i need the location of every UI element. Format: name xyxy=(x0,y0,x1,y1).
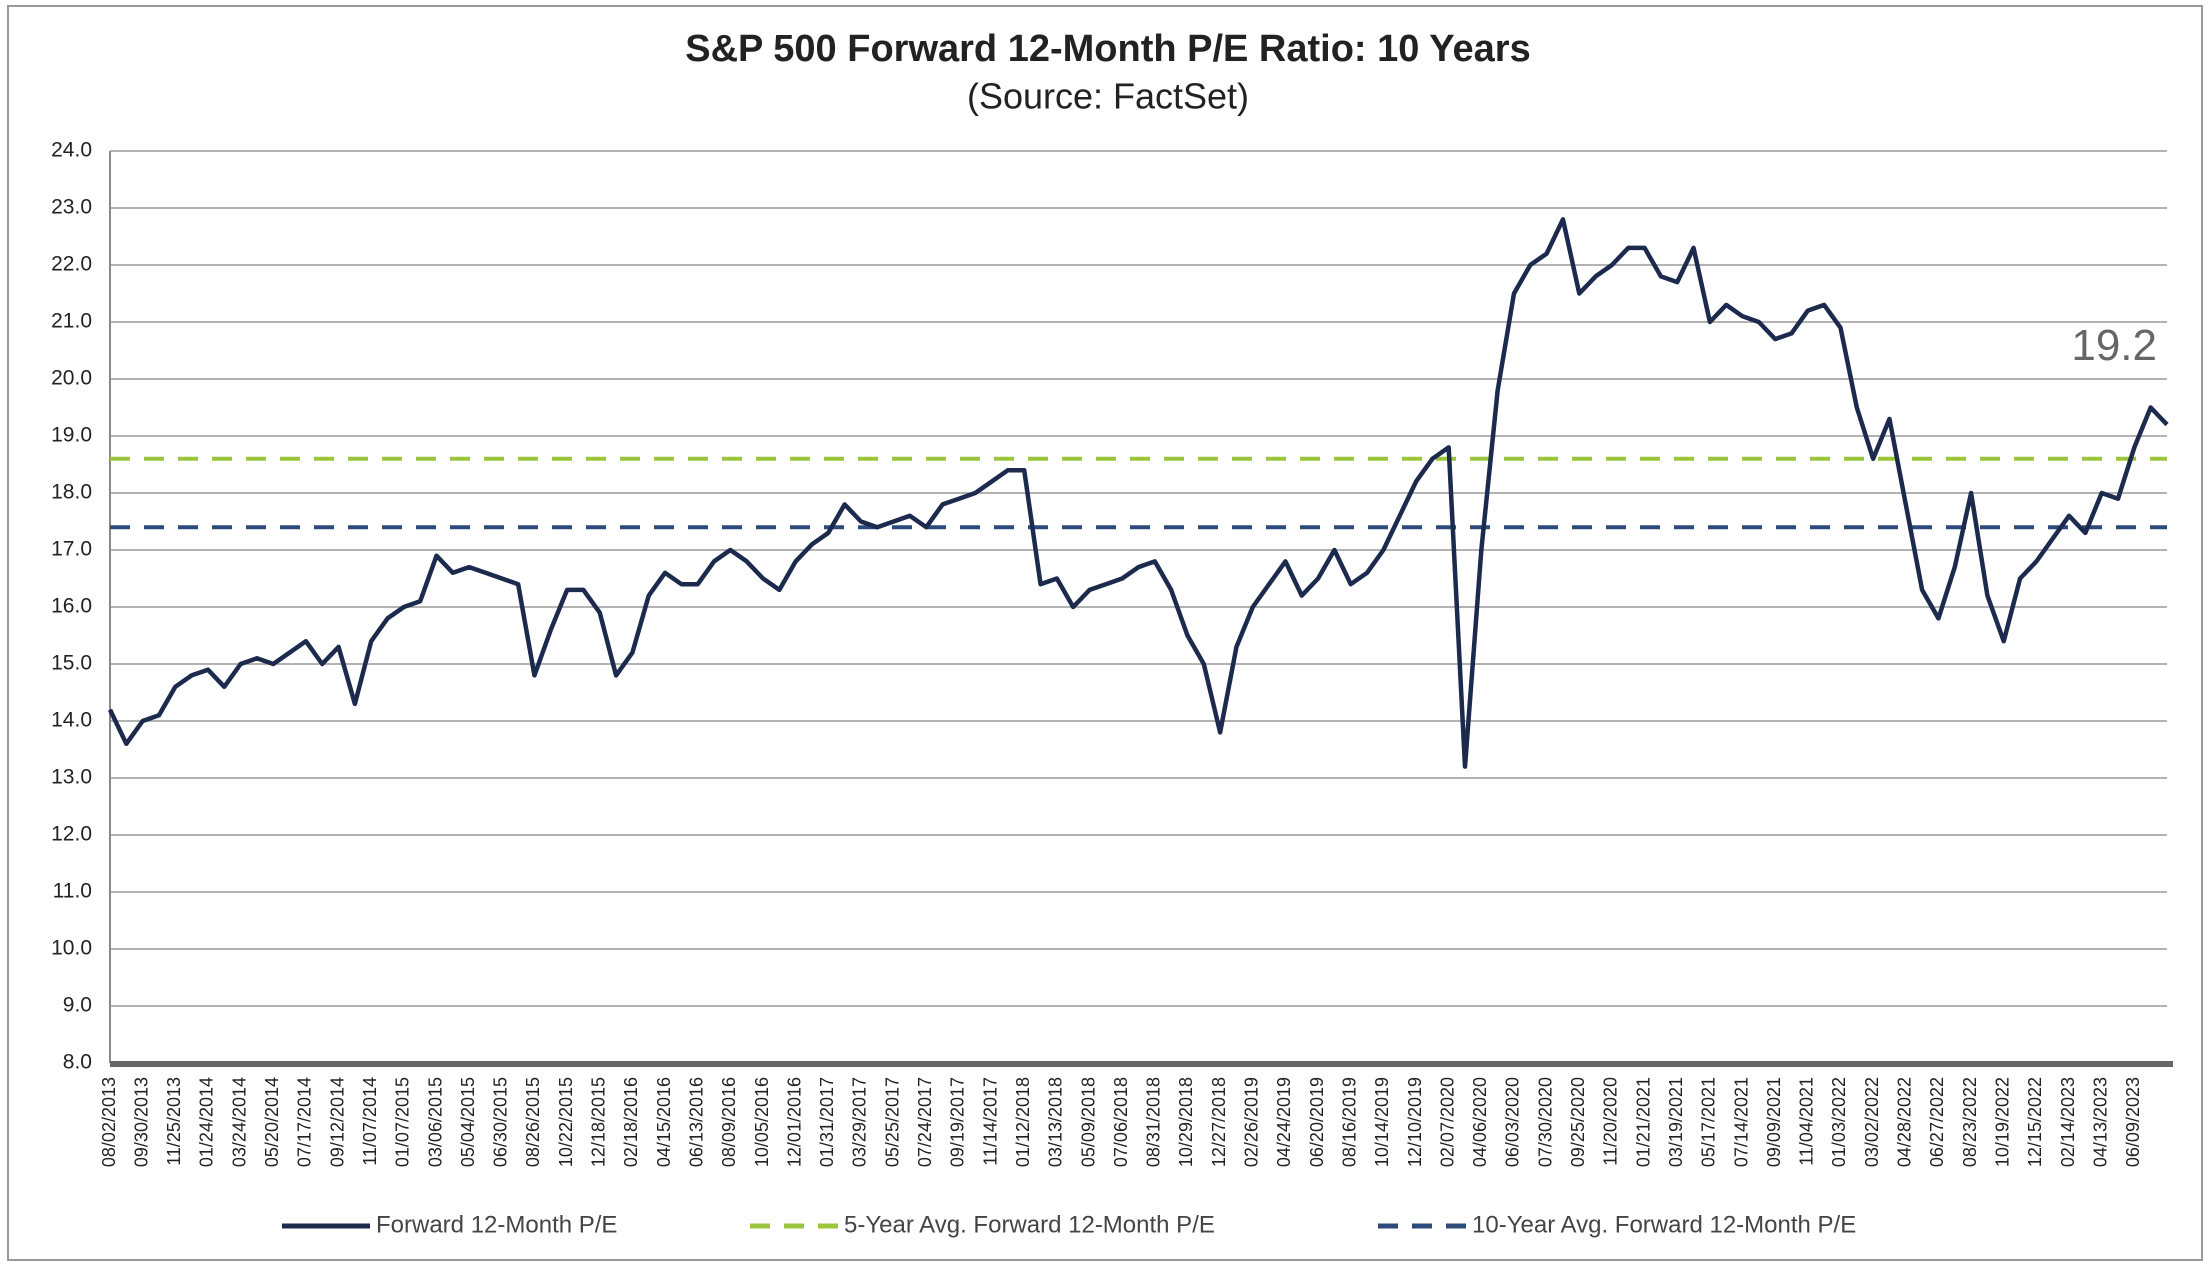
y-tick-label: 22.0 xyxy=(51,253,92,276)
y-tick-label: 19.0 xyxy=(51,424,92,447)
x-tick-label: 07/14/2021 xyxy=(1731,1077,1751,1167)
y-tick-label: 10.0 xyxy=(51,937,92,960)
x-tick-label: 01/24/2014 xyxy=(197,1077,217,1167)
x-tick-label: 06/20/2019 xyxy=(1307,1077,1327,1167)
x-tick-label: 04/28/2022 xyxy=(1895,1077,1915,1167)
x-tick-label: 03/06/2015 xyxy=(425,1077,445,1167)
x-tick-label: 02/07/2020 xyxy=(1437,1077,1457,1167)
x-tick-label: 03/13/2018 xyxy=(1046,1077,1066,1167)
x-tick-label: 09/30/2013 xyxy=(131,1077,151,1167)
y-tick-label: 8.0 xyxy=(63,1051,92,1074)
x-axis xyxy=(110,1061,2173,1067)
y-tick-label: 14.0 xyxy=(51,709,92,732)
x-tick-label: 12/27/2018 xyxy=(1209,1077,1229,1167)
x-tick-label: 11/04/2021 xyxy=(1797,1077,1817,1166)
x-tick-label: 06/30/2015 xyxy=(491,1077,511,1167)
x-tick-label: 04/15/2016 xyxy=(654,1077,674,1167)
x-tick-label: 08/26/2015 xyxy=(523,1077,543,1167)
frame xyxy=(7,5,2203,1261)
legend-label: 10-Year Avg. Forward 12-Month P/E xyxy=(1472,1211,1856,1238)
x-tick-label: 07/30/2020 xyxy=(1535,1077,1555,1167)
y-tick-label: 13.0 xyxy=(51,766,92,789)
x-tick-label: 11/14/2017 xyxy=(980,1077,1000,1166)
x-tick-label: 10/29/2018 xyxy=(1176,1077,1196,1167)
y-tick-label: 12.0 xyxy=(51,823,92,846)
y-tick-label: 20.0 xyxy=(51,367,92,390)
y-tick-label: 9.0 xyxy=(63,994,92,1017)
x-tick-label: 05/04/2015 xyxy=(458,1077,478,1167)
end-value-label: 19.2 xyxy=(2071,321,2157,370)
x-tick-label: 04/24/2019 xyxy=(1274,1077,1294,1167)
x-tick-label: 09/09/2021 xyxy=(1764,1077,1784,1167)
x-tick-label: 02/18/2016 xyxy=(621,1077,641,1167)
x-tick-label: 03/24/2014 xyxy=(229,1077,249,1167)
y-tick-label: 16.0 xyxy=(51,595,92,618)
x-tick-label: 10/05/2016 xyxy=(752,1077,772,1167)
x-tick-label: 04/06/2020 xyxy=(1470,1077,1490,1167)
x-tick-label: 12/01/2016 xyxy=(784,1077,804,1167)
x-tick-label: 03/29/2017 xyxy=(850,1077,870,1167)
x-tick-label: 10/14/2019 xyxy=(1372,1077,1392,1167)
x-tick-label: 08/23/2022 xyxy=(1960,1077,1980,1167)
series-line xyxy=(107,217,2169,769)
x-tick-label: 01/03/2022 xyxy=(1829,1077,1849,1167)
x-tick-label: 08/02/2013 xyxy=(99,1077,119,1167)
x-tick-label: 11/07/2014 xyxy=(360,1077,380,1166)
x-tick-label: 06/03/2020 xyxy=(1503,1077,1523,1167)
x-tick-label: 09/19/2017 xyxy=(948,1077,968,1167)
x-tick-label: 01/21/2021 xyxy=(1633,1077,1653,1167)
x-tick-label: 07/17/2014 xyxy=(295,1077,315,1167)
x-tick-label: 11/20/2020 xyxy=(1601,1077,1621,1166)
chart-subtitle: (Source: FactSet) xyxy=(967,76,1249,117)
x-tick-label: 09/12/2014 xyxy=(327,1077,347,1167)
x-tick-label: 06/09/2023 xyxy=(2123,1077,2143,1167)
x-tick-label: 08/09/2016 xyxy=(719,1077,739,1167)
x-tick-label: 05/17/2021 xyxy=(1699,1077,1719,1167)
x-tick-label: 08/31/2018 xyxy=(1144,1077,1164,1167)
y-tick-label: 23.0 xyxy=(51,196,92,219)
y-tick-label: 11.0 xyxy=(53,880,92,903)
x-tick-label: 06/27/2022 xyxy=(1927,1077,1947,1167)
y-tick-label: 21.0 xyxy=(51,310,92,333)
x-tick-label: 07/24/2017 xyxy=(915,1077,935,1167)
x-tick-label: 01/31/2017 xyxy=(817,1077,837,1167)
x-tick-label: 01/07/2015 xyxy=(393,1077,413,1167)
legend-label: 5-Year Avg. Forward 12-Month P/E xyxy=(844,1211,1215,1238)
x-tick-label: 02/14/2023 xyxy=(2058,1077,2078,1167)
x-tick-label: 01/12/2018 xyxy=(1013,1077,1033,1167)
x-tick-label: 06/13/2016 xyxy=(686,1077,706,1167)
legend-label: Forward 12-Month P/E xyxy=(376,1211,617,1238)
x-tick-label: 12/18/2015 xyxy=(589,1077,609,1167)
y-tick-label: 24.0 xyxy=(51,139,92,162)
y-tick-label: 17.0 xyxy=(51,538,92,561)
x-tick-label: 10/22/2015 xyxy=(556,1077,576,1167)
x-tick-label: 05/25/2017 xyxy=(882,1077,902,1167)
x-tick-label: 02/26/2019 xyxy=(1242,1077,1262,1167)
x-tick-label: 12/15/2022 xyxy=(2025,1077,2045,1167)
x-tick-label: 04/13/2023 xyxy=(2090,1077,2110,1167)
y-tick-label: 18.0 xyxy=(51,481,92,504)
x-tick-label: 05/20/2014 xyxy=(262,1077,282,1167)
x-tick-label: 05/09/2018 xyxy=(1078,1077,1098,1167)
x-tick-label: 09/25/2020 xyxy=(1568,1077,1588,1167)
x-tick-label: 03/02/2022 xyxy=(1862,1077,1882,1167)
x-tick-label: 08/16/2019 xyxy=(1339,1077,1359,1167)
x-tick-label: 12/10/2019 xyxy=(1405,1077,1425,1167)
chart-title: S&P 500 Forward 12-Month P/E Ratio: 10 Y… xyxy=(685,28,1530,70)
x-tick-label: 03/19/2021 xyxy=(1666,1077,1686,1167)
x-tick-label: 07/06/2018 xyxy=(1111,1077,1131,1167)
x-tick-label: 11/25/2013 xyxy=(164,1077,184,1166)
y-tick-label: 15.0 xyxy=(51,652,92,675)
x-tick-label: 10/19/2022 xyxy=(1992,1077,2012,1167)
